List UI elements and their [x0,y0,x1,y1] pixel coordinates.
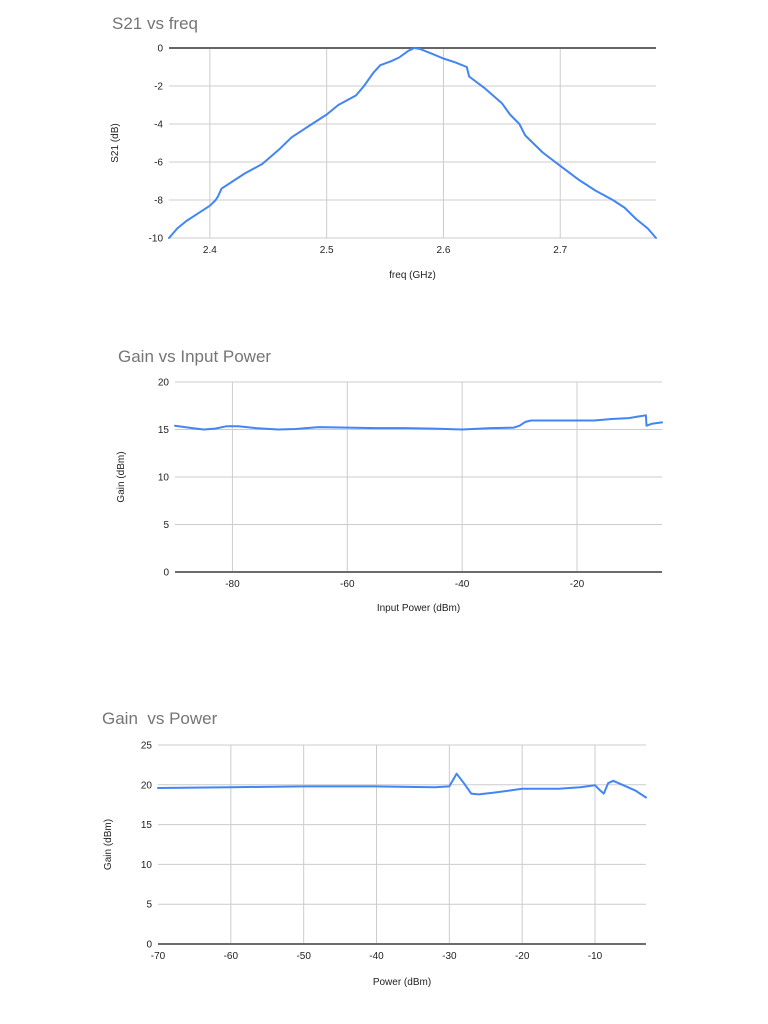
y-tick-label: 0 [157,44,163,55]
data-series-line [157,772,647,799]
x-tick-label: 2.6 [436,245,450,256]
data-series-line [174,414,663,431]
y-tick-label: 10 [158,473,170,484]
y-tick-label: -10 [149,234,164,245]
y-tick-label: 15 [141,820,153,831]
x-tick-label: 2.7 [553,245,567,256]
y-tick-label: 10 [141,860,153,871]
x-tick-label: -50 [296,951,311,962]
y-tick-label: 0 [146,940,152,951]
x-tick-label: -60 [224,951,239,962]
y-tick-label: 25 [141,741,153,752]
y-tick-label: -2 [154,82,163,93]
x-tick-label: -20 [515,951,530,962]
chart-title-s21: S21 vs freq [112,14,198,33]
x-tick-label: 2.4 [203,245,217,256]
data-series-line [168,47,657,239]
x-tick-label: -60 [340,579,355,590]
chart-title-gain-power: Gain vs Power [102,709,218,728]
x-tick-label: -80 [225,579,240,590]
x-axis-label: Input Power (dBm) [377,603,460,614]
x-tick-label: -10 [588,951,603,962]
y-axis-label: Gain (dBm) [103,819,114,870]
x-axis-label: Power (dBm) [373,977,431,988]
x-tick-label: -20 [570,579,585,590]
y-tick-label: 5 [163,520,169,531]
y-tick-label: 20 [141,780,153,791]
y-tick-label: 0 [163,568,169,579]
y-tick-label: 15 [158,425,170,436]
y-axis-label: S21 (dB) [110,123,121,162]
chart-title-gain-input-power: Gain vs Input Power [118,347,272,366]
y-tick-label: -6 [154,158,163,169]
y-tick-label: -4 [154,120,163,131]
y-tick-label: 20 [158,378,170,389]
y-tick-label: 5 [146,900,152,911]
x-tick-label: -70 [151,951,166,962]
x-tick-label: -40 [369,951,384,962]
y-axis-label: Gain (dBm) [116,451,127,502]
x-tick-label: -40 [455,579,470,590]
x-tick-label: -30 [442,951,457,962]
x-tick-label: 2.5 [320,245,334,256]
y-tick-label: -8 [154,196,163,207]
chart-s21-vs-freq: 0 -2 -4 -6 -8 -10 2.4 2.5 2.6 2.7 freq (GHz) S21 (d… [110,44,657,281]
x-axis-label: freq (GHz) [389,270,436,281]
